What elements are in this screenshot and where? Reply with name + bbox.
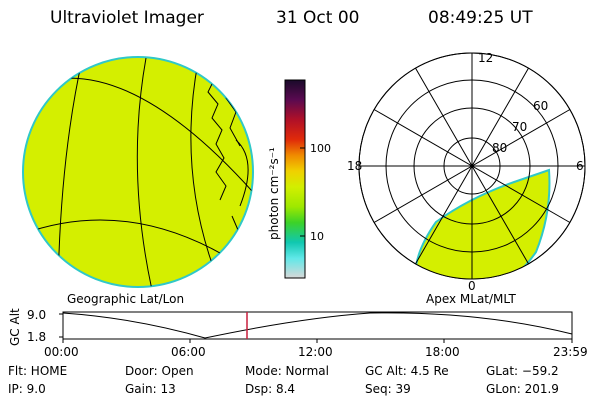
- flight-info: Flt: HOME: [8, 364, 68, 378]
- timeline-ylabel: GC Alt: [8, 308, 22, 346]
- mlat-label-60: 60: [533, 99, 548, 113]
- glat-info: GLat: −59.2: [486, 364, 559, 378]
- mlt-label-0: 0: [468, 279, 476, 293]
- auroral-oval: [414, 168, 551, 279]
- geographic-globe: [22, 56, 254, 288]
- colorbar: 100 10 photon cm⁻²s⁻¹: [267, 79, 331, 279]
- mlt-spokes: [359, 53, 585, 279]
- right-panel-caption: Apex MLat/MLT: [426, 292, 516, 306]
- door-info: Door: Open: [125, 364, 194, 378]
- time-tick-0600: 06:00: [171, 345, 206, 359]
- mode-info: Mode: Normal: [245, 364, 329, 378]
- colorbar-unit-label: photon cm⁻²s⁻¹: [267, 147, 281, 240]
- seq-info: Seq: 39: [365, 382, 411, 396]
- glon-info: GLon: 201.9: [486, 382, 559, 396]
- time-ticks: [59, 313, 573, 343]
- left-panel-caption: Geographic Lat/Lon: [67, 292, 185, 306]
- polar-plot: 12 18 6 0 60 70 80: [347, 51, 586, 293]
- mlat-label-70: 70: [512, 120, 527, 134]
- time-tick-0000: 00:00: [44, 345, 79, 359]
- app-title: Ultraviolet Imager: [50, 8, 204, 28]
- time-tick-1800: 18:00: [425, 345, 460, 359]
- timeline-ytick-9: 9.0: [27, 308, 46, 322]
- time-tick-1200: 12:00: [298, 345, 333, 359]
- mlat-label-80: 80: [492, 141, 507, 155]
- colorbar-tick-100: 100: [310, 142, 331, 155]
- time-label: 08:49:25 UT: [428, 8, 533, 28]
- time-tick-2359: 23:59: [553, 345, 588, 359]
- mlt-label-6: 6: [576, 159, 584, 173]
- ip-info: IP: 9.0: [8, 382, 46, 396]
- mlt-label-18: 18: [347, 159, 362, 173]
- mlt-label-12: 12: [478, 51, 493, 65]
- gain-info: Gain: 13: [125, 382, 176, 396]
- colorbar-tick-10: 10: [310, 230, 324, 243]
- gc-alt-info: GC Alt: 4.5 Re: [365, 364, 449, 378]
- altitude-curve: [62, 312, 573, 339]
- timeline-ytick-1.8: 1.8: [27, 330, 46, 344]
- date-label: 31 Oct 00: [276, 8, 360, 28]
- dsp-info: Dsp: 8.4: [245, 382, 296, 396]
- orbit-timeline: GC Alt 9.0 1.8: [8, 308, 573, 346]
